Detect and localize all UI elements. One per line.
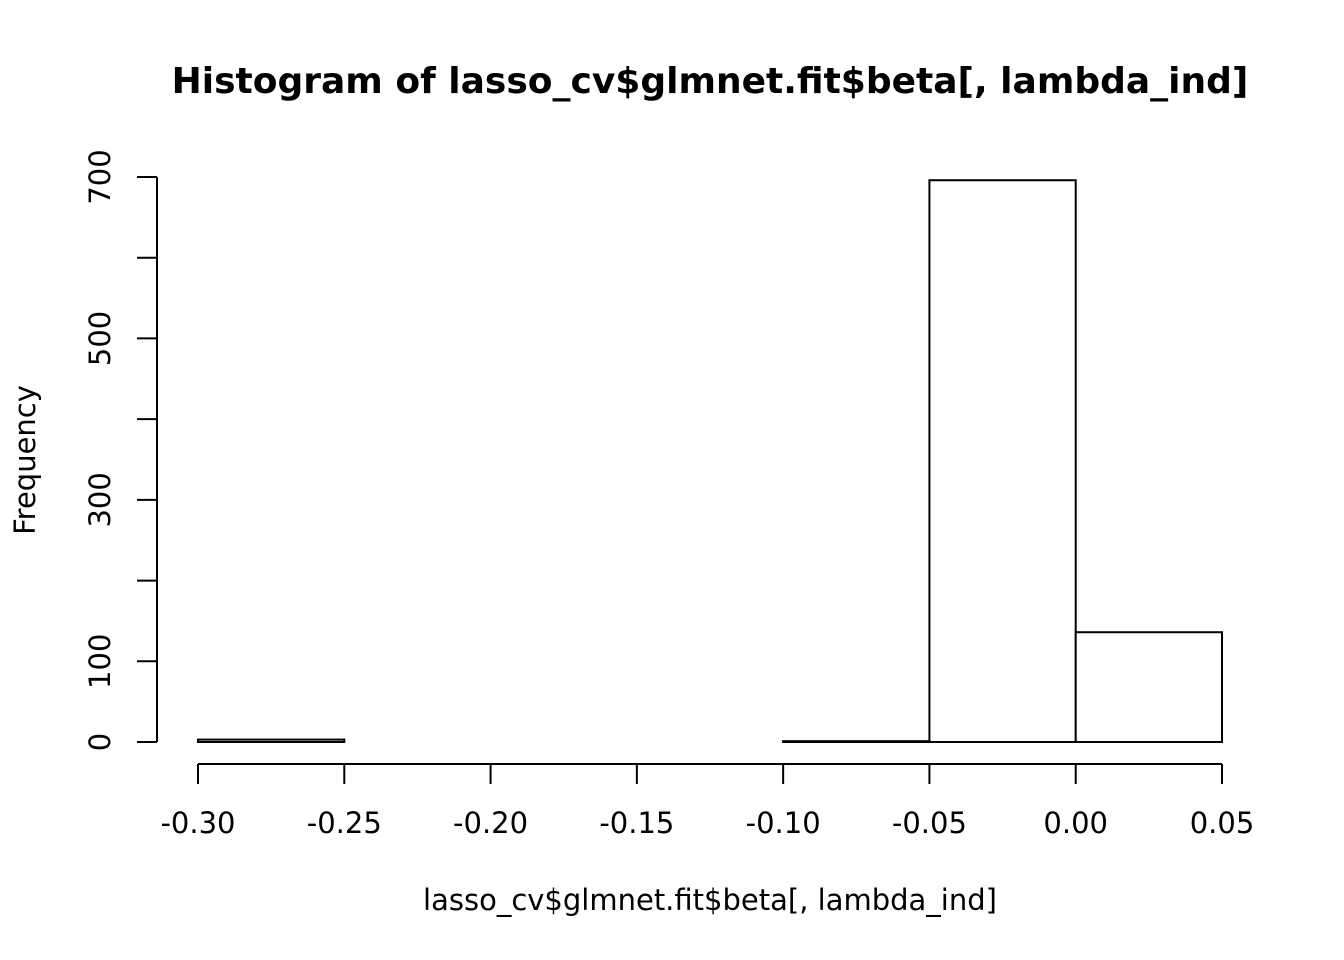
histogram-bar [928, 179, 1077, 743]
x-tick-label: 0.00 [1043, 806, 1108, 840]
y-tick-label: 500 [83, 311, 117, 366]
y-tick-label: 0 [83, 733, 117, 751]
histogram-bar [1074, 631, 1223, 744]
y-tick-label: 700 [83, 149, 117, 204]
y-tick-label: 300 [83, 472, 117, 527]
x-tick-label: -0.25 [307, 806, 382, 840]
bars-group [197, 179, 1223, 744]
x-tick-label: -0.30 [160, 806, 235, 840]
x-tick-label: -0.05 [892, 806, 967, 840]
x-tick-label: -0.15 [599, 806, 674, 840]
x-tick-label: 0.05 [1190, 806, 1255, 840]
x-tick-label: -0.10 [746, 806, 821, 840]
y-axis-label: Frequency [8, 385, 42, 535]
y-tick-label: 100 [83, 634, 117, 689]
x-axis-label: lasso_cv$glmnet.fit$beta[, lambda_ind] [423, 883, 997, 917]
histogram-bar [782, 740, 931, 744]
histogram-bar [197, 738, 346, 743]
x-axis-ticks: -0.30 -0.25 -0.20 -0.15 -0.10 -0.05 0.00 0.05 [160, 764, 1254, 840]
x-tick-label: -0.20 [453, 806, 528, 840]
chart-title: Histogram of lasso_cv$glmnet.fit$beta[, … [172, 61, 1249, 102]
y-axis-ticks: 0 100 300 500 700 [83, 149, 157, 751]
